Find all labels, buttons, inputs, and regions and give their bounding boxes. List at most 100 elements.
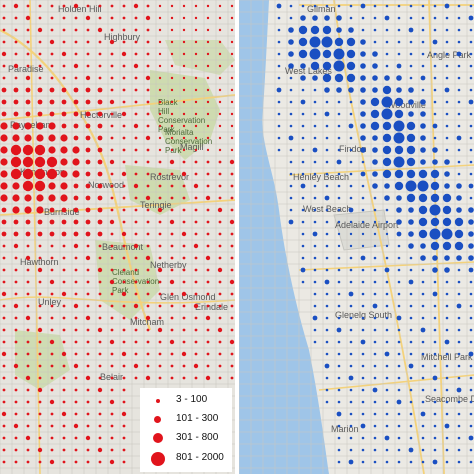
data-dot <box>409 388 413 392</box>
data-dot <box>310 25 320 35</box>
data-dot <box>170 292 174 296</box>
data-dot <box>336 15 342 21</box>
data-dot <box>0 122 8 130</box>
data-dot <box>469 76 473 80</box>
data-dot <box>38 280 42 284</box>
left-map-panel[interactable]: Holden HillHighburyParadisePaynehamHecto… <box>0 0 235 474</box>
data-dot <box>421 16 425 20</box>
data-dot <box>409 256 413 260</box>
data-dot <box>110 256 114 260</box>
data-dot <box>230 52 234 56</box>
data-dot <box>457 100 461 104</box>
data-dot <box>1 219 7 225</box>
data-dot <box>469 148 473 152</box>
data-dot <box>313 256 317 260</box>
data-dot <box>110 232 114 236</box>
data-dot <box>14 352 18 356</box>
data-dot <box>397 268 401 272</box>
data-dot <box>298 37 308 47</box>
legend-label: 801 - 2000 <box>176 452 224 463</box>
data-dot <box>85 99 91 105</box>
data-dot <box>74 352 78 356</box>
data-dot <box>73 219 79 225</box>
data-dot <box>433 316 437 320</box>
data-dot <box>182 64 186 68</box>
data-dot <box>145 15 151 21</box>
data-dot <box>74 388 78 392</box>
left-dot-layer <box>0 3 235 465</box>
data-dot <box>409 352 413 356</box>
data-dot <box>194 160 198 164</box>
data-dot <box>182 4 186 8</box>
data-dot <box>26 460 30 464</box>
data-dot <box>37 267 43 273</box>
data-dot <box>158 40 162 44</box>
data-dot <box>158 16 162 20</box>
data-dot <box>454 217 464 227</box>
right-map-panel[interactable]: Gilman Angle Park Woodville West Lakes Findo… <box>239 0 474 474</box>
data-dot <box>300 15 306 21</box>
data-dot <box>445 460 449 464</box>
data-dot <box>158 220 162 224</box>
data-dot <box>361 400 365 404</box>
data-dot <box>122 64 126 68</box>
data-dot <box>277 124 281 128</box>
data-dot <box>349 364 353 368</box>
data-dot <box>218 376 222 380</box>
data-dot <box>418 205 428 215</box>
data-dot <box>384 195 390 201</box>
data-dot <box>98 364 102 368</box>
data-dot <box>134 100 138 104</box>
data-dot <box>325 232 329 236</box>
data-dot <box>194 148 198 152</box>
data-dot <box>25 435 31 441</box>
data-dot <box>98 16 102 20</box>
data-dot <box>456 255 462 261</box>
data-dot <box>49 279 55 285</box>
data-dot <box>325 304 329 308</box>
data-dot <box>337 352 341 356</box>
data-dot <box>444 183 450 189</box>
data-dot <box>406 157 416 167</box>
data-dot <box>360 111 366 117</box>
data-dot <box>60 194 68 202</box>
data-dot <box>182 376 186 380</box>
data-dot <box>26 328 30 332</box>
data-dot <box>194 76 198 80</box>
data-dot <box>50 352 54 356</box>
data-dot <box>49 459 55 465</box>
data-dot <box>50 268 54 272</box>
data-dot <box>97 447 103 453</box>
data-dot <box>48 182 56 190</box>
data-dot <box>409 292 413 296</box>
data-dot <box>421 340 425 344</box>
data-dot <box>38 376 42 380</box>
data-dot <box>385 4 389 8</box>
data-dot <box>421 52 425 56</box>
data-dot <box>397 40 401 44</box>
data-dot <box>110 328 114 332</box>
data-dot <box>109 219 115 225</box>
data-dot <box>349 304 353 308</box>
data-dot <box>194 100 198 104</box>
data-dot <box>301 88 305 92</box>
data-dot <box>24 134 32 142</box>
data-dot <box>289 88 293 92</box>
data-dot <box>146 244 150 248</box>
data-dot <box>14 376 18 380</box>
data-dot <box>85 111 91 117</box>
data-dot <box>385 244 389 248</box>
data-dot <box>372 63 378 69</box>
data-dot <box>61 99 67 105</box>
data-dot <box>145 195 151 201</box>
data-dot <box>218 124 222 128</box>
data-dot <box>14 292 18 296</box>
data-dot <box>445 316 449 320</box>
data-dot <box>146 340 150 344</box>
data-dot <box>1 411 7 417</box>
data-dot <box>349 388 353 392</box>
data-dot <box>408 231 414 237</box>
data-dot <box>397 280 401 284</box>
data-dot <box>98 352 102 356</box>
data-dot <box>193 183 199 189</box>
